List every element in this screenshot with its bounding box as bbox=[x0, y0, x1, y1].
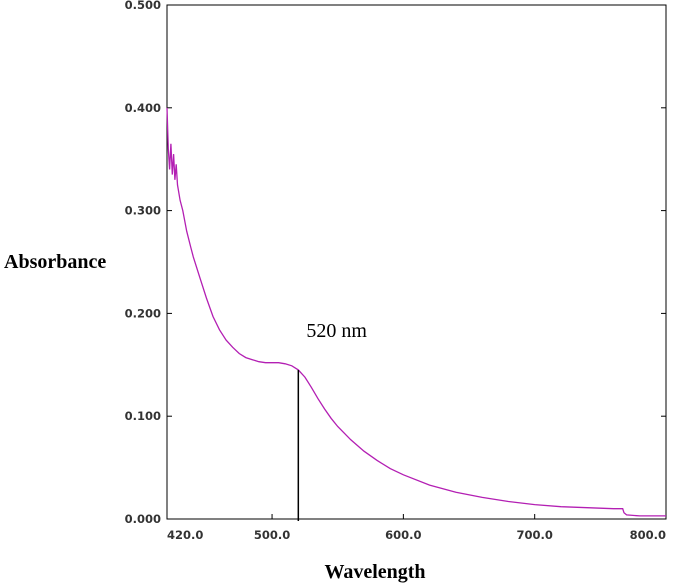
peak-annotation-label: 520 nm bbox=[306, 320, 367, 342]
x-tick-label: 500.0 bbox=[254, 528, 290, 542]
x-axis-title: Wavelength bbox=[324, 561, 425, 583]
y-tick-label: 0.200 bbox=[125, 306, 161, 320]
y-tick-label: 0.400 bbox=[125, 101, 161, 115]
x-tick-label: 420.0 bbox=[167, 528, 203, 542]
y-tick-label: 0.300 bbox=[125, 204, 161, 218]
x-tick-label: 800.0 bbox=[630, 528, 666, 542]
plot-frame bbox=[166, 4, 667, 520]
y-tick-label: 0.100 bbox=[125, 409, 161, 423]
y-tick-label: 0.500 bbox=[125, 0, 161, 12]
y-tick-label: 0.000 bbox=[125, 512, 161, 526]
absorbance-series-line bbox=[166, 107, 666, 517]
x-tick-label: 700.0 bbox=[516, 528, 552, 542]
y-axis-ticks: 0.000 0.100 0.200 0.300 0.400 0.500 bbox=[125, 0, 666, 526]
y-axis-title: Absorbance bbox=[4, 251, 106, 273]
x-tick-label: 600.0 bbox=[385, 528, 421, 542]
x-axis-ticks: 420.0 500.0 600.0 700.0 800.0 bbox=[166, 514, 667, 542]
